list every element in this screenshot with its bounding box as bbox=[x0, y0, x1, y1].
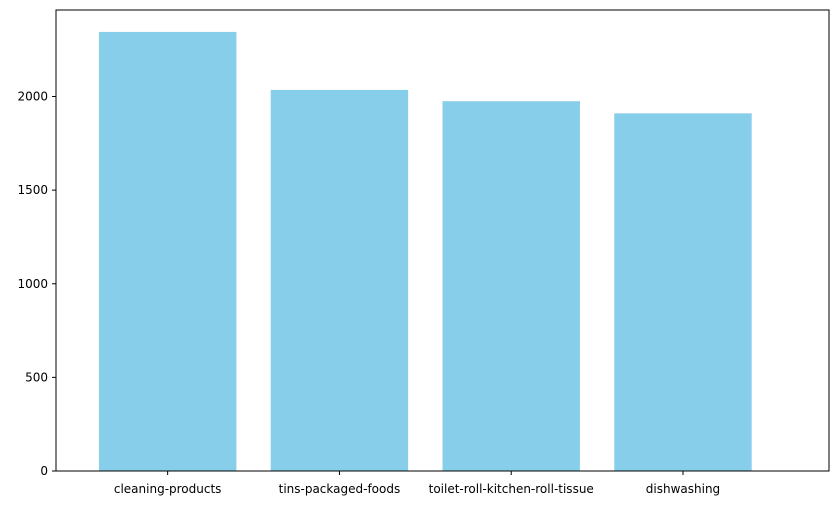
bar-dishwashing bbox=[614, 113, 752, 472]
axes-frame bbox=[55, 9, 830, 472]
x-axis-ticks: cleaning-products tins-packaged-foods toil… bbox=[114, 471, 720, 496]
y-tick-label: 1500 bbox=[17, 183, 48, 197]
bar-toilet-roll-kitchen-roll-tissue bbox=[442, 101, 580, 471]
y-axis-ticks: 0 500 1000 1500 2000 bbox=[17, 90, 56, 478]
bar-tins-packaged-foods bbox=[270, 89, 409, 471]
x-tick-label: dishwashing bbox=[646, 482, 720, 496]
bar-cleaning-products bbox=[98, 31, 237, 471]
x-tick-label: tins-packaged-foods bbox=[279, 482, 401, 496]
y-tick-label: 2000 bbox=[17, 90, 48, 104]
bars-group bbox=[98, 31, 752, 472]
x-tick-label: cleaning-products bbox=[114, 482, 222, 496]
x-tick-label: toilet-roll-kitchen-roll-tissue bbox=[429, 482, 594, 496]
y-tick-label: 500 bbox=[25, 370, 48, 384]
y-tick-label: 0 bbox=[40, 464, 48, 478]
y-tick-label: 1000 bbox=[17, 277, 48, 291]
